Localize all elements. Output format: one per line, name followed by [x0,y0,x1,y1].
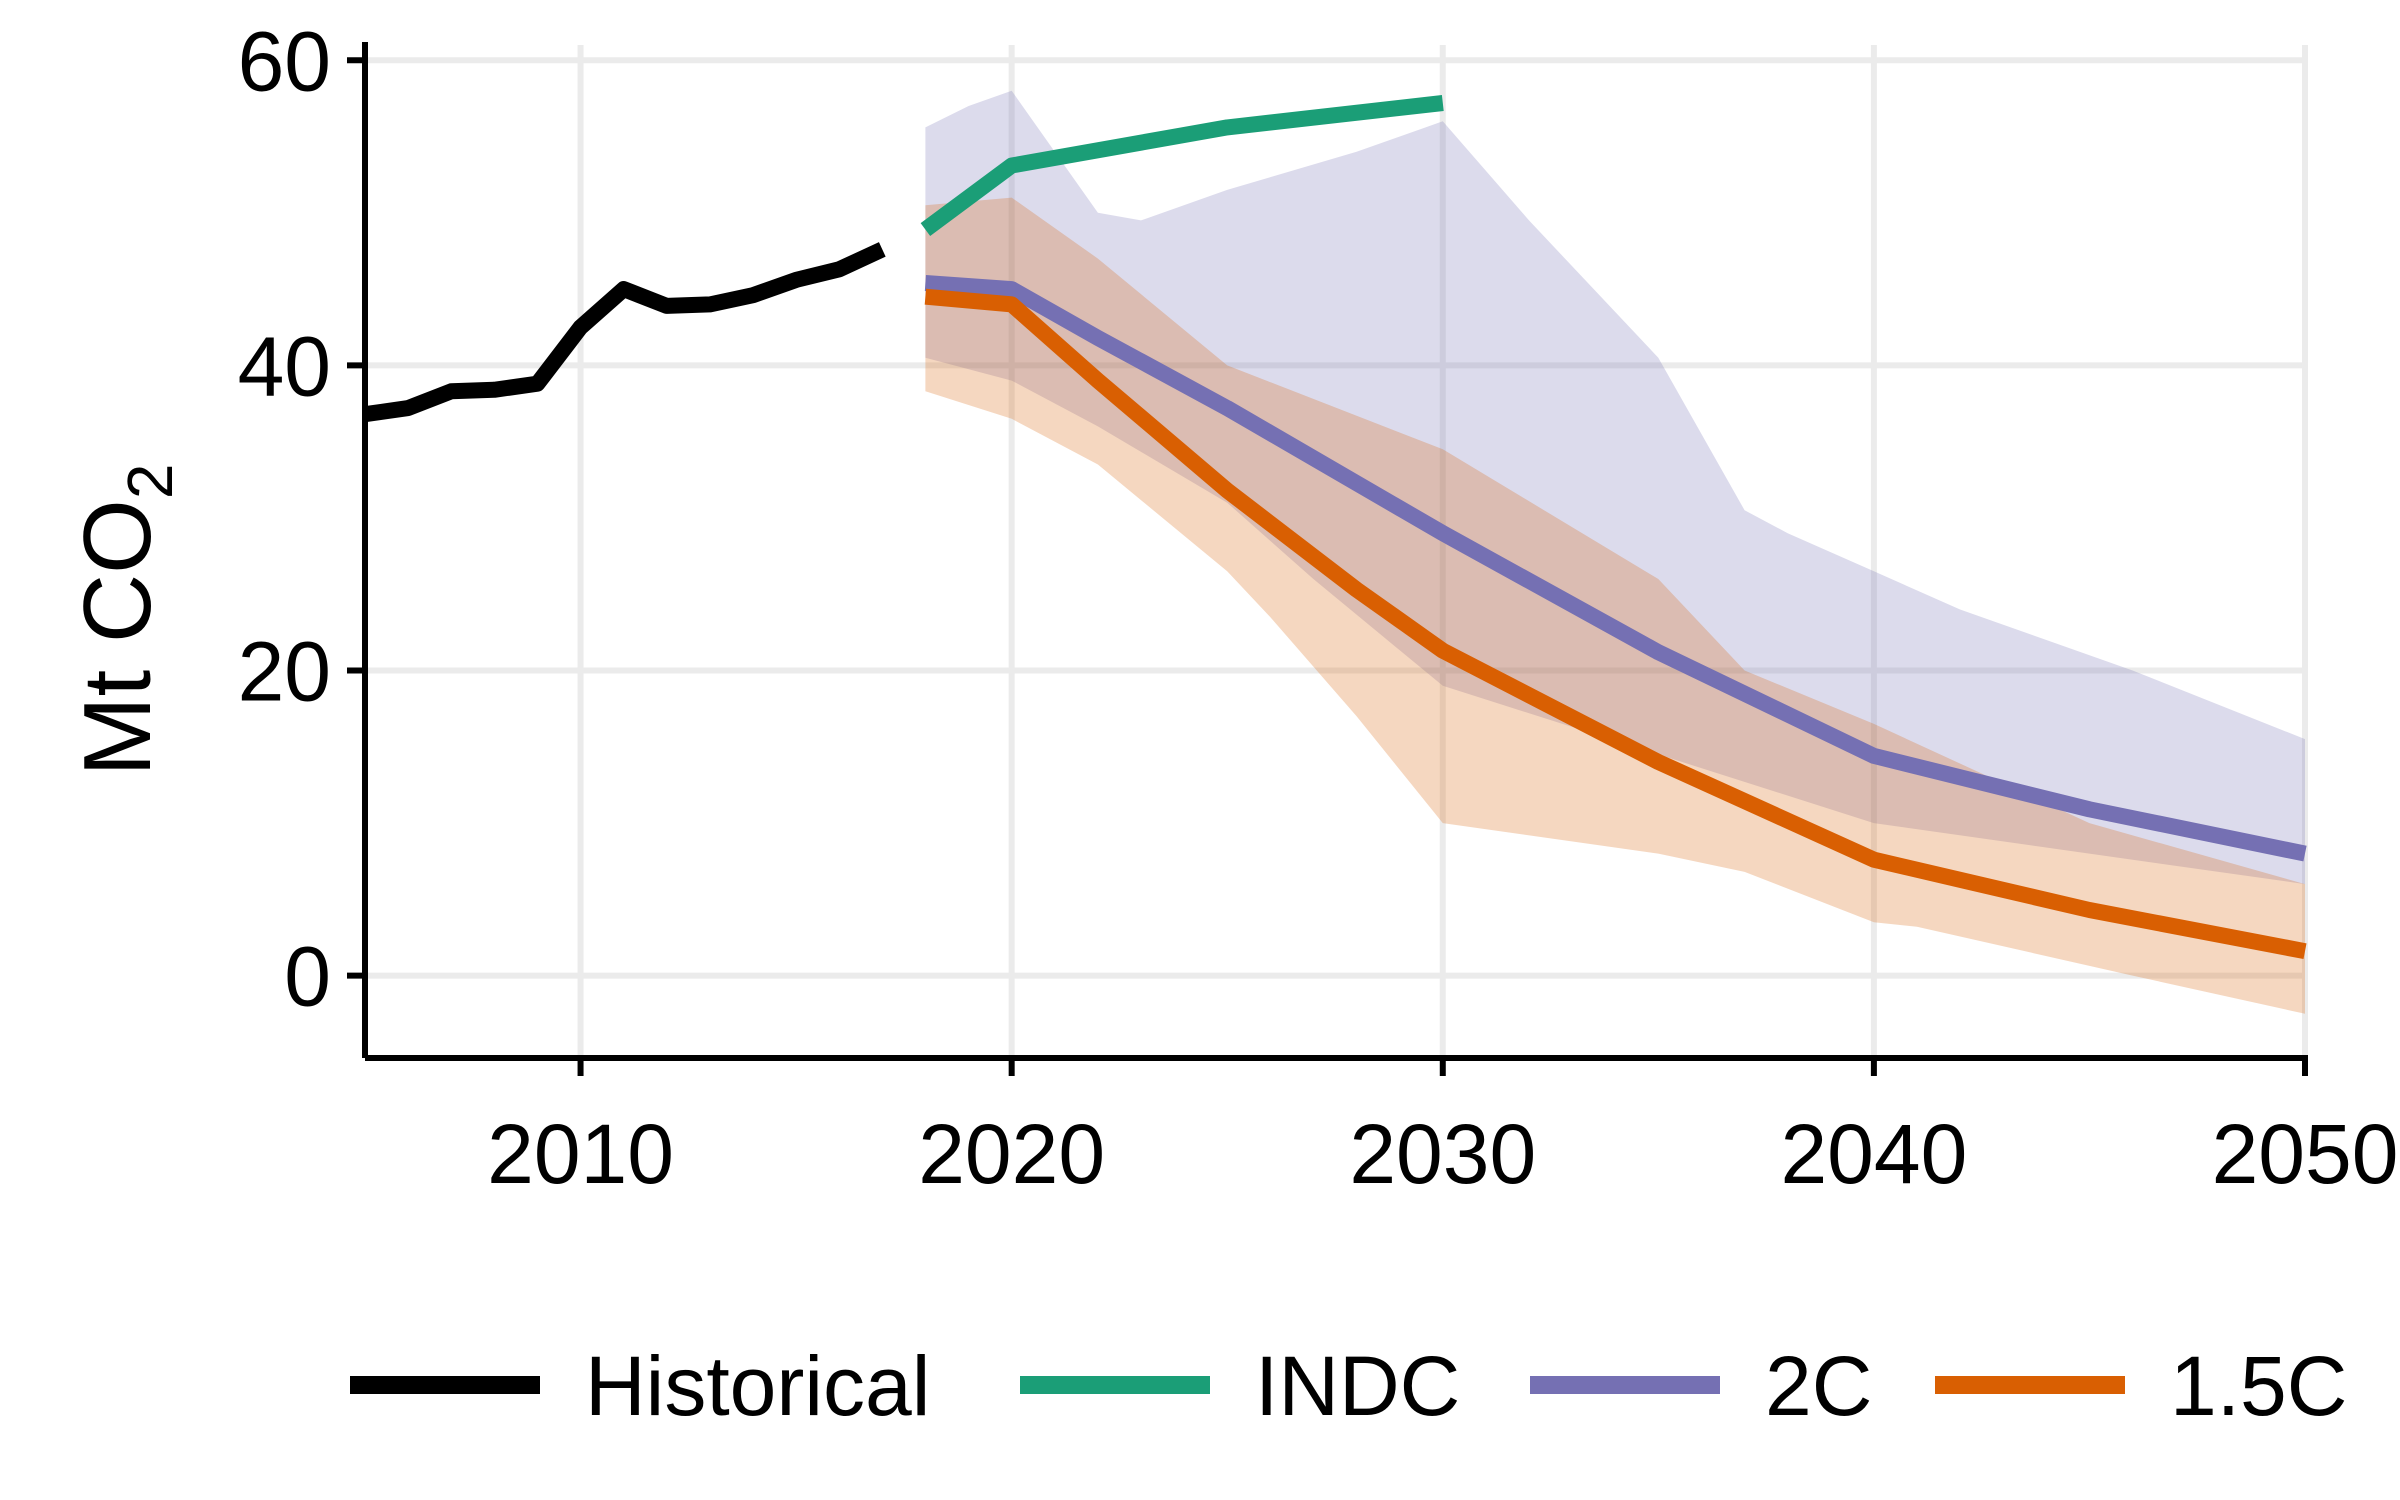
legend-label-1-5c: 1.5C [2170,1339,2347,1433]
y-tick-label-40: 40 [238,319,331,413]
series-lines [363,95,2307,960]
y-tick-label-0: 0 [284,930,331,1024]
grid [365,45,2308,1058]
line-historical [363,242,886,423]
x-tick-label-2040: 2040 [1780,1107,1967,1201]
line-indc [920,95,1444,237]
line-2c [924,275,2307,862]
y-axis-title: Mt CO2 [64,464,186,777]
y-axis-title-subscript: 2 [114,464,186,500]
uncertainty-bands [925,90,2305,1014]
legend-label-historical: Historical [585,1339,930,1433]
legend-label-2c: 2C [1765,1339,1872,1433]
x-tick-label-2010: 2010 [487,1107,674,1201]
line-1-5c [924,288,2307,960]
axes [347,42,2308,1076]
band-2c [925,90,2305,885]
x-tick-label-2020: 2020 [918,1107,1105,1201]
band-1-5c [925,197,2305,1014]
x-tick-label-2050: 2050 [2212,1107,2399,1201]
y-axis-title-text: Mt CO [64,499,171,776]
x-tick-label-2030: 2030 [1349,1107,1536,1201]
y-tick-label-20: 20 [238,624,331,718]
legend: Historical INDC 2C 1.5C [350,1339,2347,1433]
y-tick-label-60: 60 [238,14,331,108]
legend-label-indc: INDC [1255,1339,1460,1433]
